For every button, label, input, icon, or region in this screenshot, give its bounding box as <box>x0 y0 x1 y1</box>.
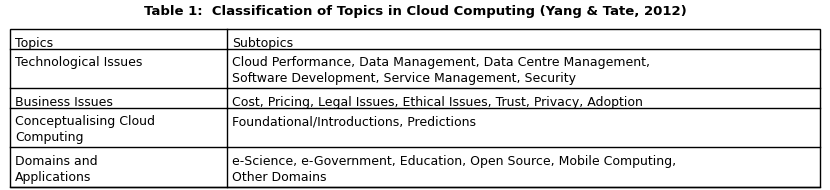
Text: Technological Issues: Technological Issues <box>15 56 142 69</box>
Text: e-Science, e-Government, Education, Open Source, Mobile Computing,
Other Domains: e-Science, e-Government, Education, Open… <box>232 155 676 184</box>
Text: Cost, Pricing, Legal Issues, Ethical Issues, Trust, Privacy, Adoption: Cost, Pricing, Legal Issues, Ethical Iss… <box>232 96 643 109</box>
Text: Subtopics: Subtopics <box>232 37 293 50</box>
Text: Domains and
Applications: Domains and Applications <box>15 155 98 184</box>
Text: Conceptualising Cloud
Computing: Conceptualising Cloud Computing <box>15 115 155 144</box>
Text: Topics: Topics <box>15 37 53 50</box>
Text: Foundational/Introductions, Predictions: Foundational/Introductions, Predictions <box>232 115 476 128</box>
Text: Business Issues: Business Issues <box>15 96 113 109</box>
Text: Cloud Performance, Data Management, Data Centre Management,
Software Development: Cloud Performance, Data Management, Data… <box>232 56 650 85</box>
Bar <box>10 29 820 187</box>
Text: Table 1:  Classification of Topics in Cloud Computing (Yang & Tate, 2012): Table 1: Classification of Topics in Clo… <box>144 5 686 18</box>
